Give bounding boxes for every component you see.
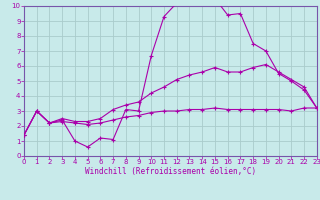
X-axis label: Windchill (Refroidissement éolien,°C): Windchill (Refroidissement éolien,°C) [85, 167, 256, 176]
